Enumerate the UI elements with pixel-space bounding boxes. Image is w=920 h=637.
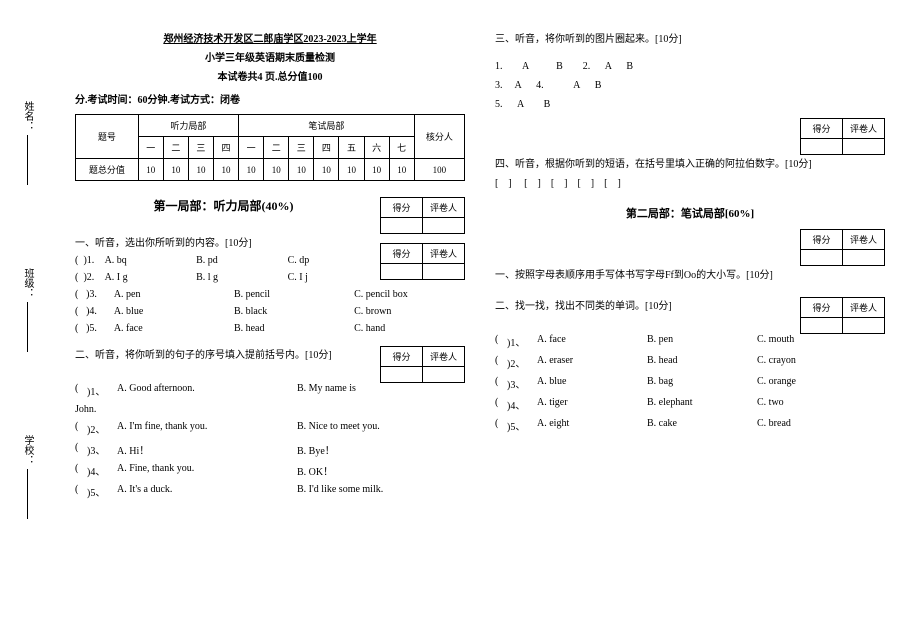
header-title-1: 郑州经济技术开发区二郎庙学区2023-2023上学年 — [75, 30, 465, 45]
score-box-2: 得分评卷人 — [380, 243, 465, 280]
s3-line1: 1. A B 2. A B — [495, 61, 885, 72]
score-box-6: 得分评卷人 — [800, 297, 885, 334]
side-labels: 姓名： 班级： 学校： — [20, 60, 35, 560]
score-table: 题号 听力局部 笔试局部 核分人 一 二 三 四 一 二 三 四 五 六 七 题… — [75, 114, 465, 181]
p2s1-title: 一、按照字母表顺序用手写体书写字母Ff到Oo的大小写。[10分] — [495, 266, 885, 281]
th-written: 笔试局部 — [239, 115, 415, 137]
score-box-5: 得分评卷人 — [800, 229, 885, 266]
p2s2-items: ()1、A. faceB. penC. mouth ()2、A. eraserB… — [495, 334, 885, 433]
header-title-3: 本试卷共4 页.总分值100 — [75, 68, 465, 83]
score-box-4: 得分评卷人 — [800, 118, 885, 155]
th-checker: 核分人 — [414, 115, 464, 159]
score-vals-row: 题总分值 10 10 10 10 10 10 10 10 10 10 10 10… — [76, 159, 465, 181]
header-title-4: 分.考试时间：60分钟.考试方式：闭卷 — [75, 91, 465, 106]
s4-brackets: [ ] [ ] [ ] [ ] [ ] — [495, 178, 885, 189]
s2-items: ()1、A. Good afternoon.B. My name is John… — [75, 383, 465, 499]
s3-line2: 3. A 4. A B — [495, 80, 885, 91]
s3-line3: 5. A B — [495, 99, 885, 110]
right-column: 三、听音，将你听到的图片圈起来。[10分] 1. A B 2. A B 3. A… — [480, 30, 900, 617]
left-column: 郑州经济技术开发区二郎庙学区2023-2023上学年 小学三年级英语期末质量检测… — [60, 30, 480, 617]
header-title-2: 小学三年级英语期末质量检测 — [75, 49, 465, 64]
part2-heading: 第二局部：笔试局部[60%] — [495, 205, 885, 221]
th-listen: 听力局部 — [138, 115, 238, 137]
score-box-3: 得分评卷人 — [380, 346, 465, 383]
score-box-1: 得分评卷人 — [380, 197, 465, 234]
side-school-label: 学校： — [20, 435, 35, 465]
th-tihao: 题号 — [76, 115, 139, 159]
th-fenzhi: 题总分值 — [76, 159, 139, 181]
side-name-label: 姓名： — [20, 101, 35, 131]
page: 郑州经济技术开发区二郎庙学区2023-2023上学年 小学三年级英语期末质量检测… — [0, 0, 920, 637]
s3-title: 三、听音，将你听到的图片圈起来。[10分] — [495, 30, 885, 45]
s4-title: 四、听音，根据你听到的短语，在括号里填入正确的阿拉伯数字。[10分] — [495, 155, 885, 170]
side-class-label: 班级： — [20, 268, 35, 298]
